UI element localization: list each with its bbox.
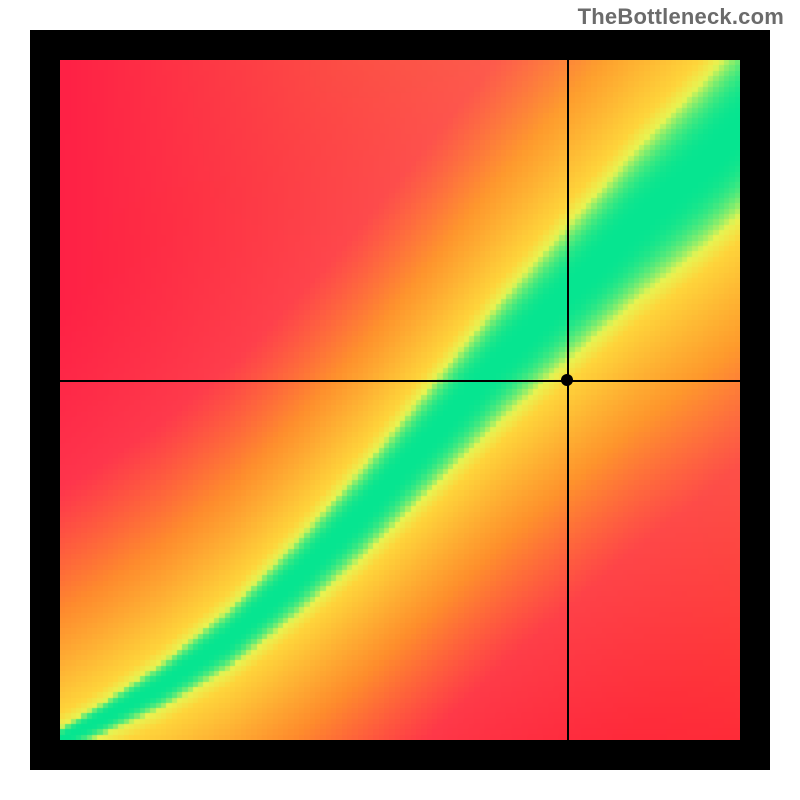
watermark-text: TheBottleneck.com (578, 4, 784, 30)
chart-container: TheBottleneck.com (0, 0, 800, 800)
crosshair-horizontal (60, 380, 740, 382)
plot-area (60, 60, 740, 740)
crosshair-vertical (567, 60, 569, 740)
crosshair-marker[interactable] (561, 374, 573, 386)
